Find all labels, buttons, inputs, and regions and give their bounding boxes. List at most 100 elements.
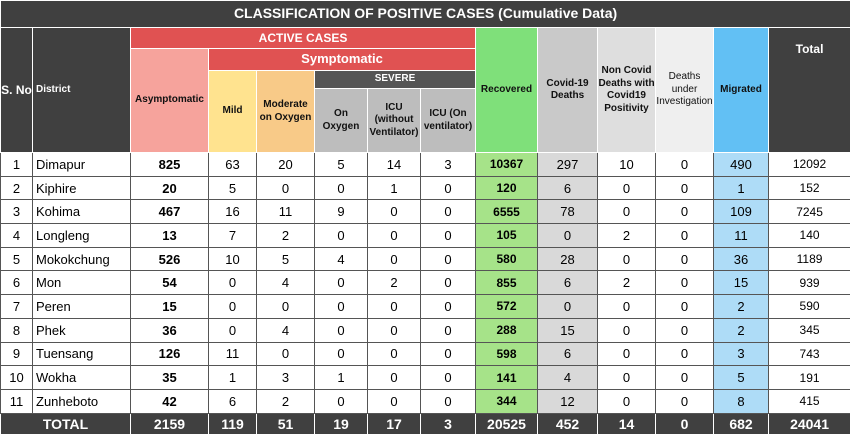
cell: 6555 bbox=[475, 199, 538, 225]
cell: 105 bbox=[475, 223, 538, 248]
cell: 0 bbox=[208, 270, 257, 296]
cell: 590 bbox=[767, 294, 850, 319]
cell: 1 bbox=[314, 365, 368, 390]
cell: 0 bbox=[655, 341, 714, 367]
cell: 9 bbox=[314, 199, 368, 225]
header: ACTIVE CASES bbox=[130, 27, 476, 49]
cell: 63 bbox=[208, 152, 257, 177]
cell: 2 bbox=[713, 294, 769, 319]
cell: 7 bbox=[208, 223, 257, 248]
cell: 36 bbox=[130, 317, 209, 343]
header: Covid-19 Deaths bbox=[537, 27, 598, 153]
cell: 344 bbox=[475, 388, 538, 414]
total-cell: 2159 bbox=[130, 412, 209, 435]
cell: 0 bbox=[597, 175, 656, 201]
header: Moderate on Oxygen bbox=[256, 70, 315, 153]
cell: 109 bbox=[713, 199, 769, 225]
cell: 0 bbox=[367, 246, 421, 272]
cell: 490 bbox=[713, 152, 769, 177]
cell: 42 bbox=[130, 388, 209, 414]
cell: 0 bbox=[256, 341, 315, 367]
cell: 0 bbox=[314, 294, 368, 319]
cell: 297 bbox=[537, 152, 598, 177]
table-title: CLASSIFICATION OF POSITIVE CASES (Cumula… bbox=[0, 0, 850, 28]
total-cell: 3 bbox=[420, 412, 476, 435]
row: 4 Longleng 13 7 2 0 0 0 105 0 2 0 11 140 bbox=[0, 223, 850, 248]
total-cell: 24041 bbox=[767, 412, 850, 435]
cell: 0 bbox=[597, 341, 656, 367]
header: ICU (without Ventilator) bbox=[367, 88, 421, 153]
row: 8 Phek 36 0 4 0 0 0 288 15 0 0 2 345 bbox=[0, 317, 850, 343]
cell: 15 bbox=[537, 317, 598, 343]
cell: 2 bbox=[256, 223, 315, 248]
cell: 152 bbox=[767, 175, 850, 201]
cell: 0 bbox=[655, 294, 714, 319]
district: Mon bbox=[32, 270, 131, 296]
cell: 126 bbox=[130, 341, 209, 367]
district: Peren bbox=[32, 294, 131, 319]
serial-number: 4 bbox=[0, 223, 33, 248]
district: Wokha bbox=[32, 365, 131, 390]
cell: 1 bbox=[367, 175, 421, 201]
cell: 78 bbox=[537, 199, 598, 225]
cell: 141 bbox=[475, 365, 538, 390]
cell: 580 bbox=[475, 246, 538, 272]
header: Migrated bbox=[713, 27, 769, 153]
cell: 0 bbox=[597, 294, 656, 319]
cell: 0 bbox=[597, 365, 656, 390]
cell: 5 bbox=[208, 175, 257, 201]
cell: 7245 bbox=[767, 199, 850, 225]
cell: 598 bbox=[475, 341, 538, 367]
district: Zunheboto bbox=[32, 388, 131, 414]
total-cell: 0 bbox=[655, 412, 714, 435]
cell: 415 bbox=[767, 388, 850, 414]
cell: 20 bbox=[256, 152, 315, 177]
cell: 0 bbox=[655, 388, 714, 414]
cell: 743 bbox=[767, 341, 850, 367]
total-cell: 452 bbox=[537, 412, 598, 435]
cell: 2 bbox=[367, 270, 421, 296]
serial-number: 7 bbox=[0, 294, 33, 319]
cell: 0 bbox=[597, 388, 656, 414]
cell: 855 bbox=[475, 270, 538, 296]
cell: 0 bbox=[597, 317, 656, 343]
cell: 6 bbox=[537, 270, 598, 296]
cell: 0 bbox=[420, 175, 476, 201]
header: ICU (On ventilator) bbox=[420, 88, 476, 153]
cell: 8 bbox=[713, 388, 769, 414]
header: Mild bbox=[208, 70, 257, 153]
total-row: TOTAL 2159 119 51 19 17 3 20525 452 14 0 682 24041 bbox=[0, 412, 850, 435]
serial-number: 8 bbox=[0, 317, 33, 343]
row: 6 Mon 54 0 4 0 2 0 855 6 2 0 15 939 bbox=[0, 270, 850, 296]
cell: 288 bbox=[475, 317, 538, 343]
district: Dimapur bbox=[32, 152, 131, 177]
cell: 0 bbox=[420, 199, 476, 225]
cell: 11 bbox=[256, 199, 315, 225]
cell: 11 bbox=[208, 341, 257, 367]
serial-number: 1 bbox=[0, 152, 33, 177]
cell: 54 bbox=[130, 270, 209, 296]
cell: 13 bbox=[130, 223, 209, 248]
serial-number: 11 bbox=[0, 388, 33, 414]
cell: 0 bbox=[420, 294, 476, 319]
district: Tuensang bbox=[32, 341, 131, 367]
cell: 0 bbox=[420, 223, 476, 248]
cell: 2 bbox=[256, 388, 315, 414]
row: 10 Wokha 35 1 3 1 0 0 141 4 0 0 5 191 bbox=[0, 365, 850, 390]
district: Kiphire bbox=[32, 175, 131, 201]
cell: 345 bbox=[767, 317, 850, 343]
total-label: TOTAL bbox=[0, 412, 131, 435]
header: Deaths under Investigation bbox=[655, 27, 714, 153]
row: 3 Kohima 467 16 11 9 0 0 6555 78 0 0 109 7245 bbox=[0, 199, 850, 225]
cell: 0 bbox=[420, 246, 476, 272]
cell: 3 bbox=[420, 152, 476, 177]
cell: 15 bbox=[130, 294, 209, 319]
serial-number: 3 bbox=[0, 199, 33, 225]
cell: 2 bbox=[597, 270, 656, 296]
cell: 3 bbox=[256, 365, 315, 390]
total-cell: 119 bbox=[208, 412, 257, 435]
cell: 28 bbox=[537, 246, 598, 272]
cell: 12092 bbox=[767, 152, 850, 177]
header: Non Covid Deaths with Covid19 Positivity bbox=[597, 27, 656, 153]
